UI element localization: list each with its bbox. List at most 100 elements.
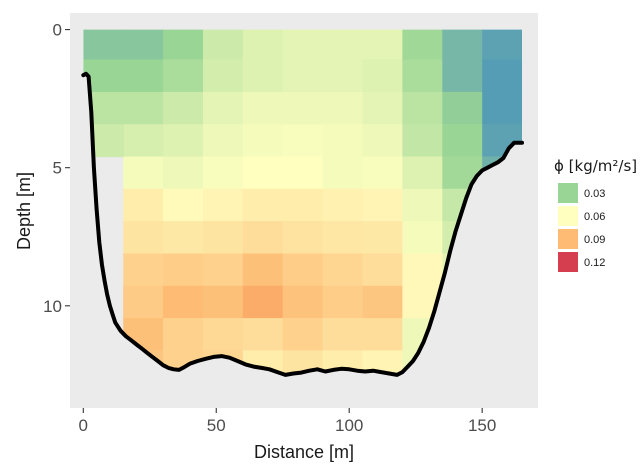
heatmap-cell [242, 188, 284, 222]
x-tick-label: 0 [79, 416, 88, 435]
heatmap-cell [203, 318, 244, 351]
heatmap-cell [163, 285, 204, 319]
heatmap-cell [362, 59, 403, 93]
legend-label: 0.09 [584, 234, 605, 246]
legend-swatch [558, 252, 578, 272]
heatmap-cell [163, 156, 204, 190]
heatmap-cell [123, 285, 164, 319]
heatmap-cell [402, 188, 443, 222]
heatmap-cell [322, 91, 364, 125]
heatmap-cell [282, 188, 324, 222]
heatmap-cell [322, 156, 364, 190]
heatmap-cell [282, 318, 324, 351]
heatmap-cell [322, 124, 364, 158]
heatmap-cell [242, 59, 284, 93]
heatmap-cell [402, 29, 443, 61]
heatmap-cell [282, 253, 324, 287]
legend-label: 0.12 [584, 257, 605, 269]
x-axis: 0 50 100 150 [79, 408, 496, 435]
heatmap-cell [242, 91, 284, 125]
channel-boundary-line [81, 71, 524, 377]
x-tick-label: 50 [207, 416, 226, 435]
heatmap-cell [362, 29, 403, 61]
heatmap-cell [322, 285, 364, 319]
heatmap-cell [362, 285, 403, 319]
heatmap-cell [163, 59, 204, 93]
legend-label: 0.03 [584, 188, 605, 200]
heatmap-cell [203, 221, 244, 254]
heatmap-cell [482, 59, 523, 93]
heatmap-cell [203, 124, 244, 158]
heatmap-cell [242, 285, 284, 319]
legend-swatch [558, 229, 578, 249]
heatmap-cell [362, 91, 403, 125]
heatmap-cell [203, 156, 244, 190]
heatmap-cell [163, 221, 204, 254]
heatmap-cell [402, 156, 443, 190]
y-axis: 0 5 10 [43, 21, 70, 316]
heatmap-cell [242, 253, 284, 287]
heatmap-cell [362, 318, 403, 351]
heatmap-cell [203, 59, 244, 93]
heatmap-cell [163, 188, 204, 222]
heatmap-cell [123, 156, 164, 190]
heatmap-cell [362, 188, 403, 222]
heatmap-cell [203, 91, 244, 125]
heatmap-cell [442, 91, 483, 125]
heatmap-cell [242, 221, 284, 254]
heatmap-cell [402, 59, 443, 93]
heatmap-cell [482, 91, 523, 125]
heatmap-cell [123, 253, 164, 287]
heatmap-cell [163, 253, 204, 287]
heatmap-cell [123, 124, 164, 158]
x-axis-title: Distance [m] [254, 442, 354, 462]
legend-swatch [558, 183, 578, 203]
heatmap-cell [242, 29, 284, 61]
heatmap-cell [163, 91, 204, 125]
heatmap-cell [442, 124, 483, 158]
heatmap-cell [322, 29, 364, 61]
heatmap-cells [83, 29, 523, 375]
heatmap-cell [242, 156, 284, 190]
heatmap-cell [282, 221, 324, 254]
legend: ϕ [kg/m²/s] 0.03 0.06 0.09 0.12 [554, 157, 637, 272]
heatmap-cell [362, 156, 403, 190]
heatmap-cell [123, 221, 164, 254]
heatmap-cell [362, 124, 403, 158]
heatmap-cell [163, 124, 204, 158]
y-tick-label: 10 [43, 297, 62, 316]
heatmap-cell [123, 29, 164, 61]
y-tick-label: 0 [53, 21, 62, 40]
heatmap-cell [442, 59, 483, 93]
heatmap-cell [242, 318, 284, 351]
heatmap-cell [362, 253, 403, 287]
heatmap-cell [163, 29, 204, 61]
heatmap-cell [322, 318, 364, 351]
heatmap-cell [163, 318, 204, 351]
heatmap-cell [402, 91, 443, 125]
heatmap-cell [203, 188, 244, 222]
heatmap-cell [123, 188, 164, 222]
heatmap-cell [282, 91, 324, 125]
heatmap-cell [282, 156, 324, 190]
heatmap-cell [203, 253, 244, 287]
heatmap-cell [123, 59, 164, 93]
heatmap-cell [282, 29, 324, 61]
heatmap-cell [282, 285, 324, 319]
heatmap-cell [402, 253, 443, 287]
heatmap-cell [322, 221, 364, 254]
heatmap-cell [402, 221, 443, 254]
y-axis-title: Depth [m] [14, 172, 34, 250]
heatmap-cell [362, 221, 403, 254]
heatmap-cell [442, 29, 483, 61]
x-tick-label: 100 [335, 416, 363, 435]
x-tick-label: 150 [468, 416, 496, 435]
y-tick-label: 5 [53, 159, 62, 178]
heatmap-cell [203, 29, 244, 61]
heatmap-cell [123, 91, 164, 125]
heatmap-cell [203, 285, 244, 319]
heatmap-cell [482, 29, 523, 61]
heatmap-cell [322, 188, 364, 222]
heatmap-cell [83, 29, 124, 61]
